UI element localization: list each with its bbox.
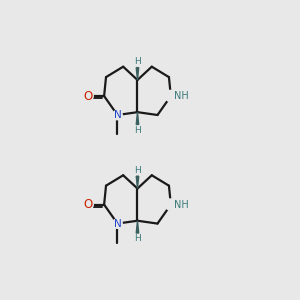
Polygon shape	[136, 176, 139, 188]
Text: NH: NH	[174, 91, 189, 101]
Text: N: N	[114, 219, 121, 229]
Polygon shape	[136, 221, 139, 233]
Text: O: O	[83, 90, 92, 103]
Text: H: H	[134, 166, 141, 175]
Circle shape	[113, 110, 122, 120]
Polygon shape	[136, 68, 139, 80]
Text: H: H	[134, 234, 141, 243]
Text: O: O	[83, 198, 92, 211]
Polygon shape	[136, 112, 139, 124]
Text: H: H	[134, 126, 141, 135]
Text: H: H	[134, 57, 141, 66]
Circle shape	[82, 91, 93, 101]
Text: N: N	[114, 110, 121, 120]
Text: NH: NH	[174, 200, 189, 210]
Circle shape	[113, 219, 122, 228]
Circle shape	[165, 199, 177, 210]
Circle shape	[82, 199, 93, 210]
Circle shape	[165, 90, 177, 102]
